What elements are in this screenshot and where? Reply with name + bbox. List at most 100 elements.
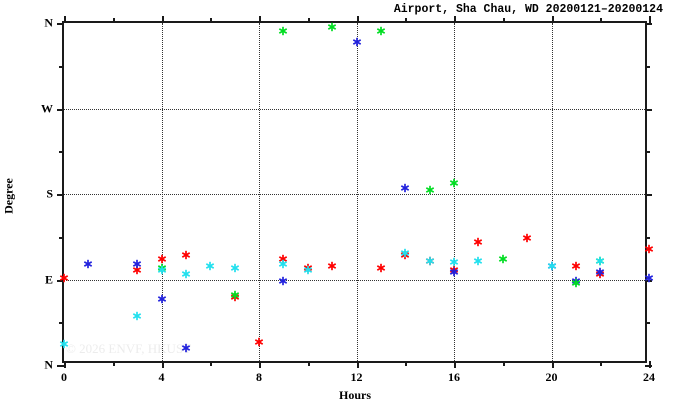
data-point bbox=[376, 263, 385, 273]
data-point bbox=[230, 292, 239, 301]
y-tick-minor bbox=[645, 65, 650, 68]
y-tick-minor bbox=[645, 151, 650, 154]
x-tick-minor bbox=[210, 361, 213, 366]
y-tick-label: W bbox=[41, 101, 53, 115]
data-point bbox=[230, 263, 239, 273]
data-point bbox=[401, 184, 410, 193]
data-point bbox=[523, 233, 532, 242]
data-point bbox=[230, 290, 239, 299]
data-point bbox=[133, 311, 142, 320]
y-tick-label: E bbox=[44, 272, 53, 286]
gridline-vertical bbox=[551, 23, 553, 361]
data-point bbox=[376, 26, 385, 35]
x-tick-major bbox=[356, 361, 359, 368]
data-point bbox=[133, 265, 142, 275]
data-point bbox=[59, 339, 69, 349]
data-point bbox=[425, 256, 434, 265]
y-tick-major bbox=[57, 23, 64, 25]
x-tick-label: 12 bbox=[350, 370, 363, 384]
y-axis-title: Degree bbox=[1, 178, 16, 214]
x-tick-minor bbox=[307, 18, 310, 23]
x-tick-minor bbox=[600, 18, 603, 23]
data-point bbox=[133, 260, 142, 269]
x-tick-major bbox=[161, 16, 164, 23]
x-tick-minor bbox=[405, 18, 408, 23]
x-tick-major bbox=[259, 16, 261, 23]
data-point bbox=[571, 277, 580, 286]
gridline-horizontal bbox=[64, 108, 645, 110]
data-point bbox=[425, 256, 434, 265]
plot-area: N E S W N 0 4 8 12 16 20 24 bbox=[41, 16, 655, 385]
data-point bbox=[181, 343, 190, 353]
data-point bbox=[279, 26, 288, 35]
x-tick-major bbox=[649, 16, 651, 23]
gridline-vertical bbox=[356, 23, 358, 361]
y-tick-minor bbox=[645, 322, 650, 325]
data-point bbox=[474, 256, 483, 265]
x-tick-label: 24 bbox=[643, 370, 655, 384]
y-tick-minor bbox=[59, 151, 64, 154]
y-tick-major bbox=[645, 365, 652, 367]
x-tick-minor bbox=[112, 18, 115, 23]
data-point bbox=[206, 261, 215, 271]
gridline-vertical bbox=[454, 23, 455, 361]
y-tick-major bbox=[57, 108, 64, 111]
y-tick-label: N bbox=[44, 357, 53, 372]
gridline-horizontal bbox=[64, 194, 645, 195]
x-tick-major bbox=[64, 361, 66, 368]
y-tick-label: S bbox=[46, 186, 53, 201]
x-tick-major bbox=[356, 16, 359, 23]
y-tick-major bbox=[645, 194, 652, 196]
y-tick-minor bbox=[645, 236, 650, 239]
y-tick-minor bbox=[59, 236, 64, 239]
y-tick-major bbox=[645, 23, 652, 25]
data-point bbox=[303, 263, 312, 273]
data-point bbox=[596, 269, 605, 278]
data-point bbox=[596, 256, 605, 265]
data-point bbox=[328, 261, 337, 271]
x-tick-minor bbox=[502, 361, 505, 366]
y-tick-minor bbox=[59, 65, 64, 68]
x-tick-major bbox=[161, 361, 164, 368]
data-point bbox=[181, 269, 190, 278]
x-tick-major bbox=[259, 361, 261, 368]
x-tick-major bbox=[454, 16, 456, 23]
x-tick-major bbox=[551, 16, 554, 23]
y-tick-label: N bbox=[44, 15, 53, 30]
data-point bbox=[498, 254, 507, 263]
y-tick-minor bbox=[59, 322, 64, 325]
data-point bbox=[328, 22, 337, 31]
x-tick-minor bbox=[210, 18, 213, 23]
data-point bbox=[596, 267, 605, 277]
x-tick-label: 16 bbox=[448, 370, 460, 384]
data-point bbox=[401, 250, 410, 259]
data-point bbox=[571, 261, 580, 271]
x-tick-minor bbox=[600, 361, 603, 366]
y-tick-major bbox=[57, 365, 64, 367]
data-point bbox=[279, 254, 288, 263]
y-tick-major bbox=[57, 279, 64, 282]
x-tick-major bbox=[551, 361, 554, 368]
x-tick-label: 8 bbox=[256, 370, 262, 384]
x-tick-major bbox=[64, 16, 66, 23]
x-tick-minor bbox=[502, 18, 505, 23]
data-point bbox=[84, 260, 93, 269]
x-tick-minor bbox=[112, 361, 115, 366]
x-tick-major bbox=[454, 361, 456, 368]
gridline-vertical bbox=[259, 23, 260, 361]
x-tick-minor bbox=[307, 361, 310, 366]
gridline-horizontal bbox=[64, 279, 645, 281]
x-tick-minor bbox=[405, 361, 408, 366]
chart-title: Airport, Sha Chau, WD 20200121–20200124 bbox=[393, 3, 663, 16]
data-point bbox=[303, 265, 312, 275]
y-tick-major bbox=[645, 108, 652, 111]
y-tick-major bbox=[645, 279, 652, 282]
x-tick-label: 0 bbox=[61, 370, 67, 384]
data-point bbox=[181, 250, 190, 259]
x-tick-label: 20 bbox=[545, 370, 558, 384]
data-point bbox=[644, 244, 654, 254]
y-tick-major bbox=[57, 194, 64, 196]
data-point bbox=[401, 248, 410, 258]
data-point bbox=[474, 237, 483, 246]
